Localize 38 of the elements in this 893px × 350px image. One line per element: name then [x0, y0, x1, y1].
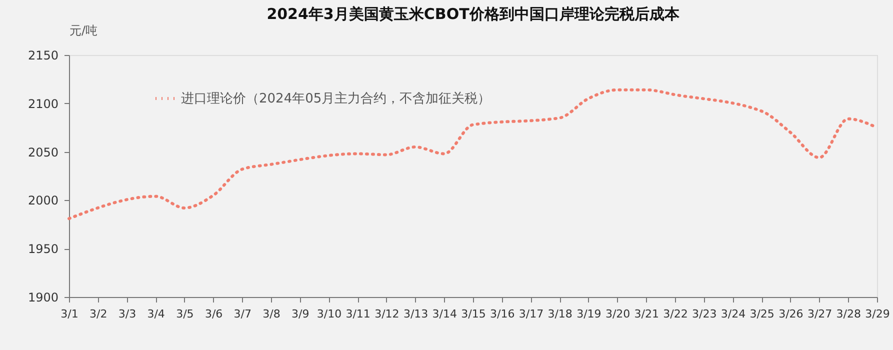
x-tick-label: 3/13 [403, 308, 428, 320]
x-tick-label: 3/3 [118, 308, 136, 320]
x-tick-label: 3/7 [234, 308, 252, 320]
x-tick-label: 3/18 [548, 308, 572, 320]
x-tick-label: 3/12 [374, 308, 400, 320]
x-tick-label: 3/17 [518, 308, 544, 320]
x-tick-label: 3/16 [490, 308, 515, 320]
x-tick-label: 3/19 [576, 308, 602, 320]
x-tick-label: 3/26 [778, 308, 804, 320]
x-tick-label: 3/24 [720, 308, 746, 320]
x-tick-label: 3/27 [807, 308, 832, 320]
y-tick-label: 1950 [28, 242, 58, 256]
x-tick-label: 3/9 [292, 308, 310, 320]
x-tick-label: 3/20 [605, 308, 630, 320]
x-tick-label: 3/1 [60, 308, 78, 320]
x-tick-label: 3/23 [692, 308, 717, 320]
x-tick-label: 3/11 [346, 308, 370, 320]
y-tick-label: 1900 [28, 290, 58, 304]
y-tick-label: 2150 [28, 48, 58, 62]
x-tick-label: 3/21 [634, 308, 659, 320]
x-tick-label: 3/29 [865, 308, 890, 320]
y-tick-label: 2100 [28, 96, 58, 111]
x-tick-label: 3/5 [176, 308, 194, 320]
y-axis-title: 元/吨 [70, 24, 98, 38]
y-tick-label: 2050 [28, 145, 58, 160]
x-tick-label: 3/28 [836, 308, 861, 320]
x-tick-label: 3/4 [147, 308, 165, 320]
x-tick-label: 3/22 [663, 308, 688, 320]
legend-label: 进口理论价（2024年05月主力合约，不含加征关税） [181, 90, 491, 106]
x-tick-label: 3/15 [461, 308, 486, 320]
x-tick-label: 3/2 [90, 308, 108, 320]
x-tick-label: 3/8 [262, 308, 280, 320]
x-tick-label: 3/14 [432, 308, 457, 320]
y-tick-label: 2000 [28, 194, 58, 208]
x-tick-label: 3/10 [316, 308, 342, 320]
chart-title: 2024年3月美国黄玉米CBOT价格到中国口岸理论完税后成本 [266, 5, 680, 23]
x-tick-label: 3/6 [204, 308, 223, 320]
x-tick-label: 3/25 [750, 308, 774, 320]
